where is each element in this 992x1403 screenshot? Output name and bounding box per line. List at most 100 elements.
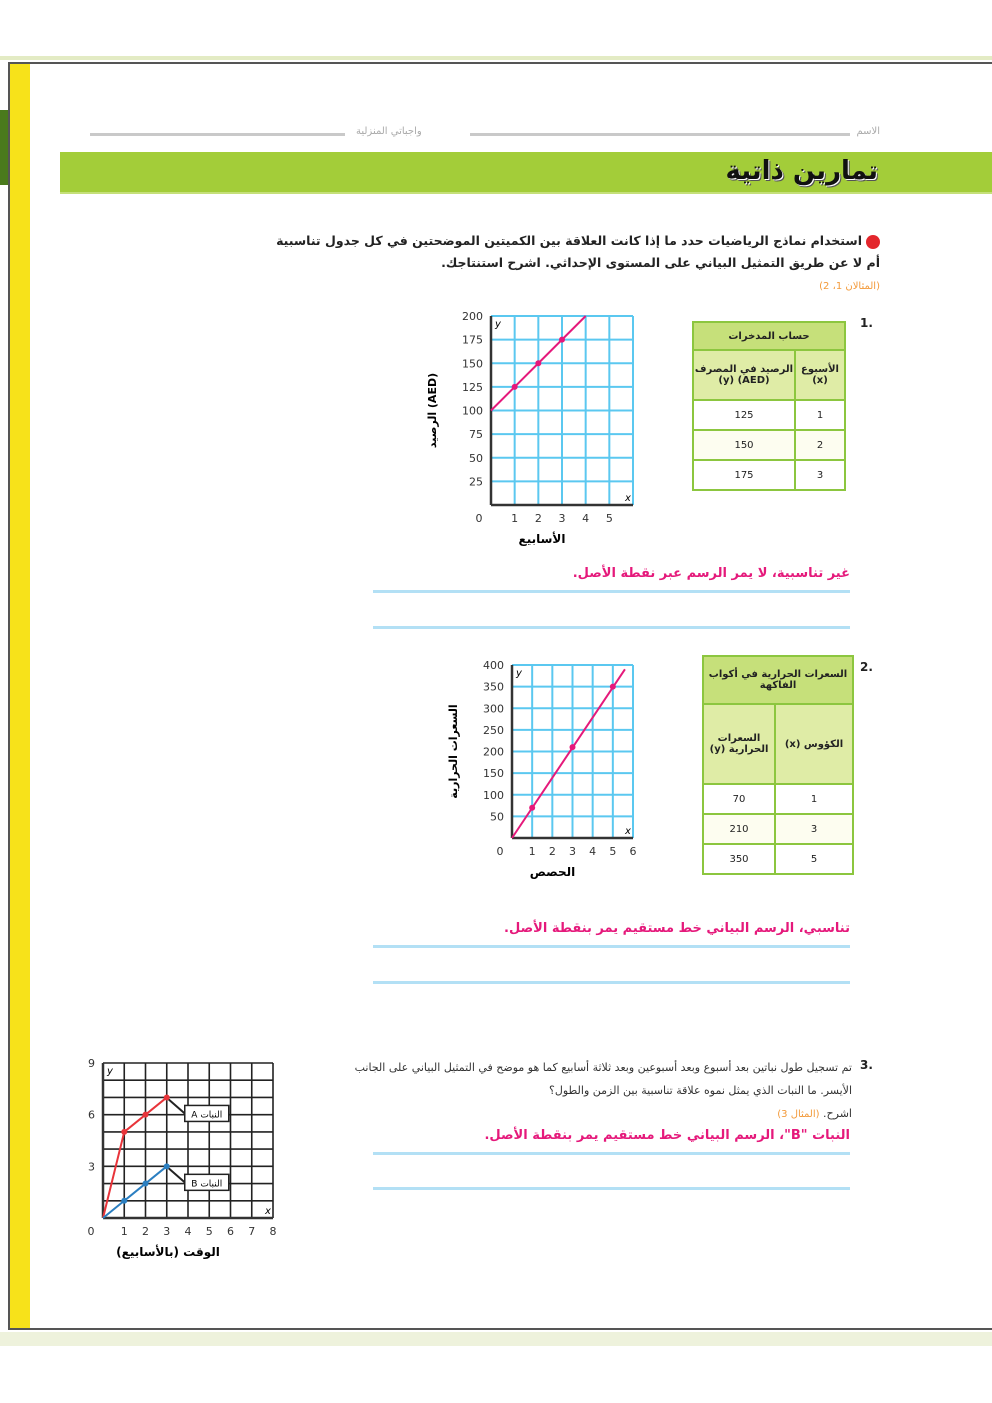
x-axis-letter: x	[264, 1206, 271, 1217]
y-tick-label: 75	[469, 428, 483, 441]
explain-label: اشرح.	[823, 1107, 852, 1120]
series-label-box	[184, 1173, 230, 1192]
problem-number: 1.	[860, 316, 873, 330]
instructions-text: استخدام نماذج الرياضيات حدد ما إذا كانت …	[276, 233, 880, 270]
y-tick-label: 150	[483, 767, 504, 780]
series-label: النبات A	[191, 1110, 222, 1120]
cell: 150	[692, 429, 796, 461]
question-text: تم تسجيل طول نباتين بعد أسبوع وبعد أسبوع…	[354, 1061, 852, 1097]
cell: 3	[794, 459, 846, 491]
series-line	[102, 1165, 168, 1219]
label-pointer	[168, 1098, 186, 1115]
ref: (المثال 3)	[777, 1109, 820, 1120]
savings-table: حساب المدخرات الأسبوع (x) الرصيد في المصر…	[692, 321, 846, 491]
cell: 210	[702, 813, 776, 845]
data-point	[559, 336, 565, 343]
cell: 2	[794, 429, 846, 461]
col-header-x: الكؤوس (x)	[774, 703, 854, 785]
y-tick-label: 6	[88, 1109, 95, 1122]
series-label-box	[184, 1104, 230, 1123]
x-tick-label: 7	[248, 1225, 255, 1238]
data-point	[163, 1163, 170, 1170]
problem-number: 3.	[860, 1058, 873, 1072]
y-axis-label: السعرات الحرارية	[447, 704, 460, 798]
data-point	[142, 1180, 149, 1187]
name-line	[470, 133, 850, 136]
x-tick-label: 2	[549, 845, 556, 858]
data-point	[609, 683, 616, 690]
answer-line[interactable]	[373, 981, 850, 984]
table-title: حساب المدخرات	[692, 321, 846, 351]
table-row: 1 70	[702, 783, 854, 815]
label-pointer	[168, 1167, 186, 1184]
y-tick-label: 150	[462, 357, 483, 370]
x-axis-letter: x	[624, 826, 631, 837]
x-tick-label: 3	[569, 845, 576, 858]
y-tick-label: 50	[469, 452, 483, 465]
green-tab	[0, 110, 8, 185]
name-label: الاسم	[856, 126, 880, 137]
problem-3-text: تم تسجيل طول نباتين بعد أسبوع وبعد أسبوع…	[342, 1056, 852, 1126]
y-tick-label: 3	[88, 1160, 95, 1173]
data-point	[535, 360, 542, 367]
table-row: 2 150	[692, 429, 846, 461]
x-tick-label: 3	[163, 1225, 170, 1238]
cell: 1	[774, 783, 854, 815]
data-point	[529, 804, 536, 811]
answer-line[interactable]	[373, 590, 850, 593]
answer-3: النبات "B"، الرسم البياني خط مستقيم يمر …	[484, 1128, 850, 1143]
cell: 3	[774, 813, 854, 845]
answer-line[interactable]	[373, 1152, 850, 1155]
instructions-ref: (المثالان 1، 2)	[819, 281, 880, 292]
x-tick-label: 1	[529, 845, 536, 858]
table-row: 1 125	[692, 399, 846, 431]
y-tick-label: 25	[469, 475, 483, 488]
y-tick-label: 125	[462, 381, 483, 394]
table-row: 3 175	[692, 459, 846, 491]
top-border	[0, 56, 992, 60]
y-axis-letter: y	[494, 319, 502, 330]
x-tick-label: 2	[142, 1225, 149, 1238]
col-header-y: الرصيد في المصرف (AED) (y)	[692, 349, 796, 401]
data-point	[511, 383, 518, 390]
table-row: 3 210	[702, 813, 854, 845]
calories-table: السعرات الحرارية في أكواب الفاكهة الكؤوس…	[702, 655, 854, 875]
y-tick-label: 175	[462, 334, 483, 347]
y-tick-label: 100	[462, 405, 483, 418]
answer-line[interactable]	[373, 1187, 850, 1190]
page-title: تمارين ذاتية	[725, 156, 878, 186]
x-tick-label: 8	[270, 1225, 277, 1238]
yellow-margin-strip	[10, 64, 30, 1328]
data-point	[121, 1128, 128, 1135]
x-tick-label: 5	[206, 1225, 213, 1238]
answer-line[interactable]	[373, 945, 850, 948]
x-tick-label: 1	[121, 1225, 128, 1238]
col-header-x: الأسبوع (x)	[794, 349, 846, 401]
x-tick-label: 2	[535, 512, 542, 525]
y-axis-label: الرصيد (AED)	[426, 373, 439, 448]
cell: 175	[692, 459, 796, 491]
cell: 350	[702, 843, 776, 875]
title-bar: تمارين ذاتية	[60, 152, 992, 194]
data-point	[121, 1197, 128, 1204]
x-tick-label: 6	[227, 1225, 234, 1238]
cell: 5	[774, 843, 854, 875]
cell: 70	[702, 783, 776, 815]
x-tick-label: 0	[497, 845, 504, 858]
x-tick-label: 4	[589, 845, 596, 858]
homework-label: واجباتي المنزلية	[356, 126, 422, 137]
x-tick-label: 5	[606, 512, 613, 525]
y-tick-label: 100	[483, 789, 504, 802]
cell: 125	[692, 399, 796, 431]
series-line	[102, 1096, 168, 1219]
y-tick-label: 9	[88, 1057, 95, 1070]
data-point	[569, 744, 576, 751]
x-tick-label: 0	[476, 512, 483, 525]
answer-line[interactable]	[373, 626, 850, 629]
chart-calories: y x 0 1 2 3 4 5 6 50 100 150 200 250 300 350 400 الحصص الس…	[447, 659, 637, 879]
y-tick-label: 250	[483, 724, 504, 737]
table-title: السعرات الحرارية في أكواب الفاكهة	[702, 655, 854, 705]
red-badge-icon	[866, 234, 880, 249]
instructions: استخدام نماذج الرياضيات حدد ما إذا كانت …	[260, 230, 880, 298]
